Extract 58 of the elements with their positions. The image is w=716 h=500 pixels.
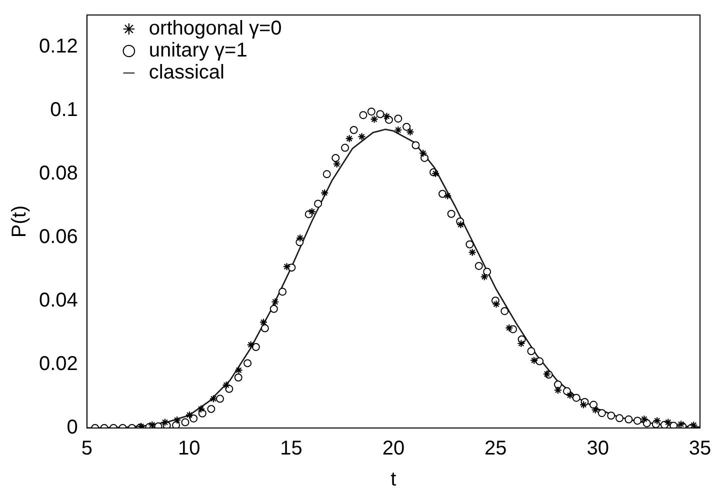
point bbox=[505, 324, 514, 332]
x-axis-title: t bbox=[390, 468, 397, 491]
y-tick-label: 0.08 bbox=[38, 162, 78, 184]
point bbox=[554, 386, 562, 394]
point bbox=[259, 318, 268, 326]
point bbox=[530, 356, 538, 364]
point bbox=[419, 149, 428, 158]
point bbox=[690, 421, 698, 428]
legend-label: orthogonal γ=0 bbox=[148, 18, 282, 40]
x-tick-label: 35 bbox=[688, 438, 712, 460]
point bbox=[640, 415, 648, 424]
x-tick-label: 15 bbox=[280, 438, 302, 460]
point bbox=[246, 340, 255, 349]
point bbox=[591, 406, 600, 414]
point bbox=[653, 416, 662, 425]
y-tick-label: 0.1 bbox=[50, 98, 78, 121]
point bbox=[664, 418, 672, 426]
point bbox=[148, 420, 156, 428]
point bbox=[480, 272, 488, 281]
point bbox=[222, 381, 230, 390]
point bbox=[358, 132, 366, 141]
point bbox=[579, 400, 588, 409]
point bbox=[370, 115, 378, 124]
point bbox=[173, 416, 182, 424]
point bbox=[271, 298, 280, 306]
point bbox=[234, 366, 243, 374]
point bbox=[394, 126, 402, 134]
point bbox=[468, 248, 476, 256]
point bbox=[492, 300, 500, 308]
x-tick-label: 10 bbox=[178, 438, 200, 460]
x-tick-label: 20 bbox=[382, 438, 405, 460]
y-tick-label: 0.06 bbox=[38, 226, 78, 248]
point bbox=[160, 418, 170, 426]
x-tick-label: 5 bbox=[81, 438, 92, 460]
point bbox=[308, 208, 316, 216]
point bbox=[332, 160, 341, 168]
point bbox=[406, 128, 414, 136]
point bbox=[320, 188, 329, 197]
point bbox=[517, 339, 526, 348]
y-axis-title: P(t) bbox=[8, 205, 31, 238]
point bbox=[296, 234, 304, 242]
y-tick-label: 0 bbox=[66, 416, 78, 439]
x-tick-label: 30 bbox=[586, 438, 609, 460]
x-tick-label: 25 bbox=[484, 438, 507, 460]
y-tick-label: 0.12 bbox=[38, 35, 78, 58]
point bbox=[209, 394, 218, 403]
legend-label: classical bbox=[148, 62, 225, 84]
point bbox=[196, 404, 206, 413]
point bbox=[382, 112, 391, 120]
point bbox=[456, 220, 465, 229]
point bbox=[282, 262, 291, 271]
point bbox=[185, 410, 194, 420]
point bbox=[345, 134, 354, 143]
y-tick-label: 0.04 bbox=[38, 289, 78, 312]
point bbox=[566, 391, 574, 400]
legend-label: unitary γ=1 bbox=[148, 40, 248, 62]
point bbox=[444, 192, 452, 200]
y-tick-label: 0.02 bbox=[38, 352, 78, 375]
